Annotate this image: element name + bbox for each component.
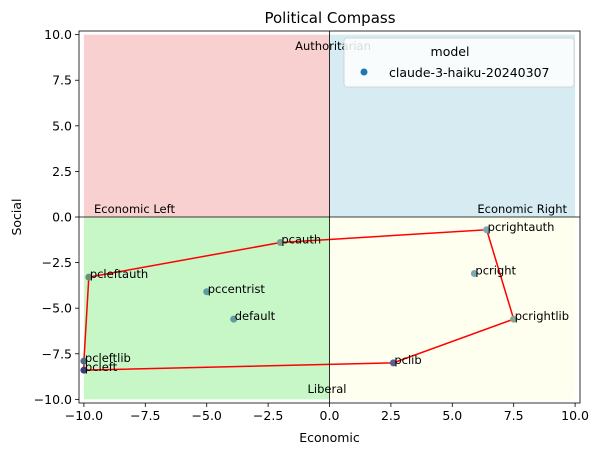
- quadrant-bg-3: [329, 217, 576, 400]
- point-label-pccentrist: pccentrist: [208, 282, 266, 296]
- point-label-pcright: pcright: [475, 264, 516, 278]
- quadrant-label-bottom: Liberal: [308, 382, 347, 396]
- x-tick-label: 0.0: [320, 408, 340, 423]
- point-pcauth: [276, 239, 284, 247]
- y-tick-label: 7.5: [52, 73, 72, 88]
- point-pcleftlib: [80, 357, 88, 365]
- point-pcrightlib: [510, 315, 518, 323]
- quadrant-bg-0: [83, 34, 330, 217]
- x-tick-label: 5.0: [442, 408, 462, 423]
- center-axes: [79, 31, 580, 403]
- point-pcright: [470, 270, 478, 278]
- point-label-default: default: [235, 309, 276, 323]
- y-tick-label: 0.0: [52, 210, 72, 225]
- x-tick-label: 10.0: [561, 408, 589, 423]
- y-axis-label: Social: [9, 198, 24, 235]
- y-tick-label: 10.0: [44, 27, 72, 42]
- y-tick-label: −7.5: [42, 346, 72, 361]
- legend-entry-label: claude-3-haiku-20240307: [389, 65, 550, 80]
- axis-ticks: −10.0 −7.5 −5.0 −2.5 0.0 2.5 5.0 7.5 10.0 −10.0 −7…: [34, 27, 589, 423]
- chart-title: Political Compass: [264, 9, 395, 27]
- point-default: [230, 315, 238, 323]
- x-tick-label: 2.5: [381, 408, 401, 423]
- y-tick-label: −5.0: [42, 301, 72, 316]
- legend-marker: [360, 68, 368, 76]
- quadrant-label-left: Economic Left: [94, 202, 175, 216]
- point-label-pclib: pclib: [394, 353, 421, 367]
- x-axis-label: Economic: [299, 430, 360, 445]
- x-tick-label: −10.0: [65, 408, 103, 423]
- polygon-layer: [83, 228, 515, 371]
- point-pclib: [389, 359, 397, 367]
- point-label-pcrightauth: pcrightauth: [488, 220, 555, 234]
- quadrant-label-right: Economic Right: [477, 202, 567, 216]
- y-tick-label: −10.0: [34, 392, 72, 407]
- point-label-pcauth: pcauth: [281, 233, 321, 247]
- y-tick-label: −2.5: [42, 255, 72, 270]
- point-pcrightauth: [483, 226, 491, 234]
- point-label-pcleftauth: pcleftauth: [90, 267, 148, 281]
- points-layer: pcauth pcrightauth pcleftauth pcright pccent…: [80, 220, 569, 374]
- y-tick-label: 5.0: [52, 118, 72, 133]
- y-tick-label: 2.5: [52, 164, 72, 179]
- connecting-polygon: [83, 228, 515, 371]
- x-tick-label: 7.5: [504, 408, 524, 423]
- legend-title: model: [431, 44, 470, 59]
- x-tick-label: −2.5: [253, 408, 283, 423]
- x-tick-label: −7.5: [130, 408, 160, 423]
- point-pcleft: [80, 366, 88, 374]
- x-tick-label: −5.0: [192, 408, 222, 423]
- point-label-pcleft: pcleft: [85, 360, 118, 374]
- legend: model claude-3-haiku-20240307: [343, 37, 575, 88]
- point-label-pcrightlib: pcrightlib: [515, 309, 569, 323]
- point-pcleftauth: [85, 273, 93, 281]
- legend-box: [343, 37, 575, 88]
- point-label-pcleftlib: pcleftlib: [85, 351, 131, 365]
- point-pccentrist: [203, 288, 211, 296]
